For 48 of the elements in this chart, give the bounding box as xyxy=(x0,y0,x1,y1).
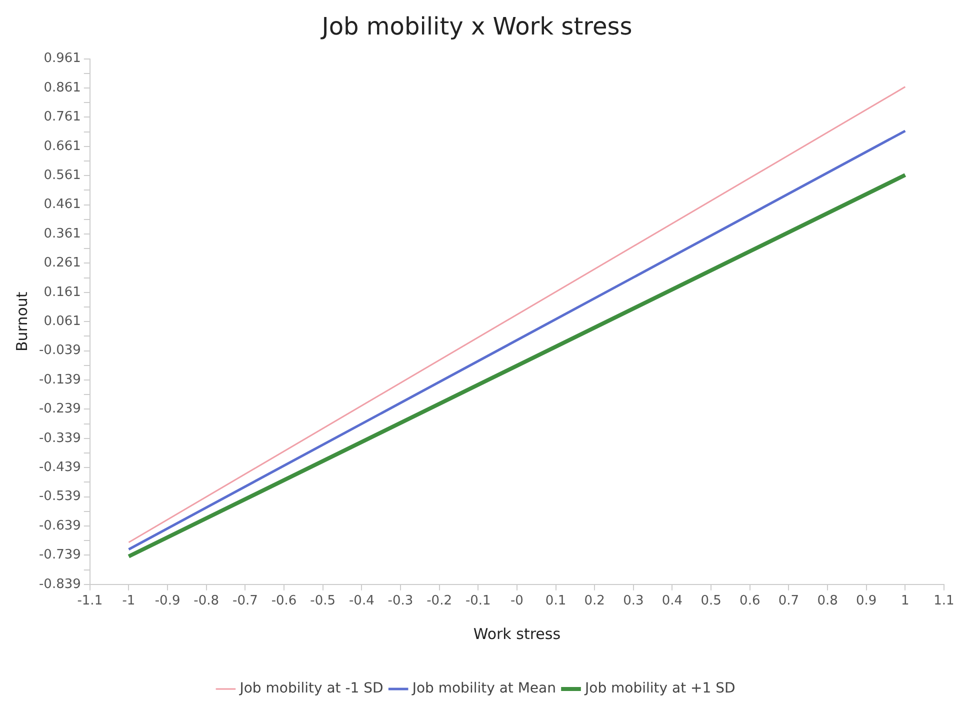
chart-title: Job mobility x Work stress xyxy=(320,12,632,41)
y-tick-label: 0.161 xyxy=(44,284,81,300)
y-tick-label: -0.039 xyxy=(38,343,81,358)
x-tick-label: 0.4 xyxy=(662,594,683,609)
x-tick-label: -1.1 xyxy=(77,594,103,609)
x-tick-label: -0.7 xyxy=(232,594,258,609)
y-tick-label: 0.661 xyxy=(44,138,81,154)
y-tick-label: -0.739 xyxy=(38,548,81,563)
y-tick-label: 0.361 xyxy=(44,226,81,242)
legend-label: Job mobility at Mean xyxy=(411,680,556,697)
y-tick-label: -0.239 xyxy=(38,402,81,417)
y-tick-label: -0.439 xyxy=(38,460,81,475)
legend-label: Job mobility at -1 SD xyxy=(238,680,384,697)
x-tick-label: 0.8 xyxy=(817,594,838,609)
x-tick-label: -0.1 xyxy=(465,594,491,609)
x-tick-label: -0.6 xyxy=(271,594,297,609)
x-tick-label: 0.5 xyxy=(700,594,722,609)
x-tick-label: 1.1 xyxy=(934,594,954,609)
x-tick-label: -0.4 xyxy=(348,594,374,609)
x-tick-label: 0.7 xyxy=(778,594,800,609)
y-tick-label: 0.861 xyxy=(44,80,81,96)
y-tick-label: 0.061 xyxy=(44,314,81,329)
x-tick-label: -1 xyxy=(122,594,136,609)
y-tick-label: -0.339 xyxy=(38,430,81,446)
x-tick-label: -0.2 xyxy=(426,594,452,609)
y-tick-label: 0.761 xyxy=(44,110,81,125)
y-tick-label: -0.839 xyxy=(38,576,81,592)
y-tick-label: 0.461 xyxy=(44,197,81,212)
y-tick-label: 0.261 xyxy=(44,256,81,271)
y-tick-label: -0.639 xyxy=(38,518,81,534)
x-tick-label: -0.3 xyxy=(388,594,414,609)
x-tick-label: 0.6 xyxy=(740,594,760,609)
x-tick-label: 1 xyxy=(901,594,910,609)
y-axis-title: Burnout xyxy=(12,292,31,352)
y-tick-label: -0.539 xyxy=(38,489,81,504)
x-axis-title: Work stress xyxy=(473,624,561,643)
y-tick-label: 0.961 xyxy=(44,51,81,66)
x-tick-label: 0.2 xyxy=(584,594,605,609)
x-tick-label: -0 xyxy=(510,594,524,609)
x-tick-label: -0.8 xyxy=(194,594,220,609)
y-tick-label: 0.561 xyxy=(44,168,81,183)
x-tick-label: 0.1 xyxy=(545,594,566,609)
x-tick-label: -0.5 xyxy=(310,594,336,609)
x-tick-label: -0.9 xyxy=(154,594,180,609)
legend-label: Job mobility at +1 SD xyxy=(584,680,736,697)
x-tick-label: 0.9 xyxy=(856,594,877,609)
x-tick-label: 0.3 xyxy=(623,594,644,609)
y-tick-label: -0.139 xyxy=(38,372,81,388)
